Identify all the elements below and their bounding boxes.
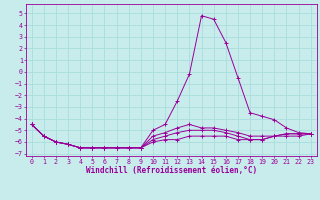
- X-axis label: Windchill (Refroidissement éolien,°C): Windchill (Refroidissement éolien,°C): [86, 166, 257, 175]
